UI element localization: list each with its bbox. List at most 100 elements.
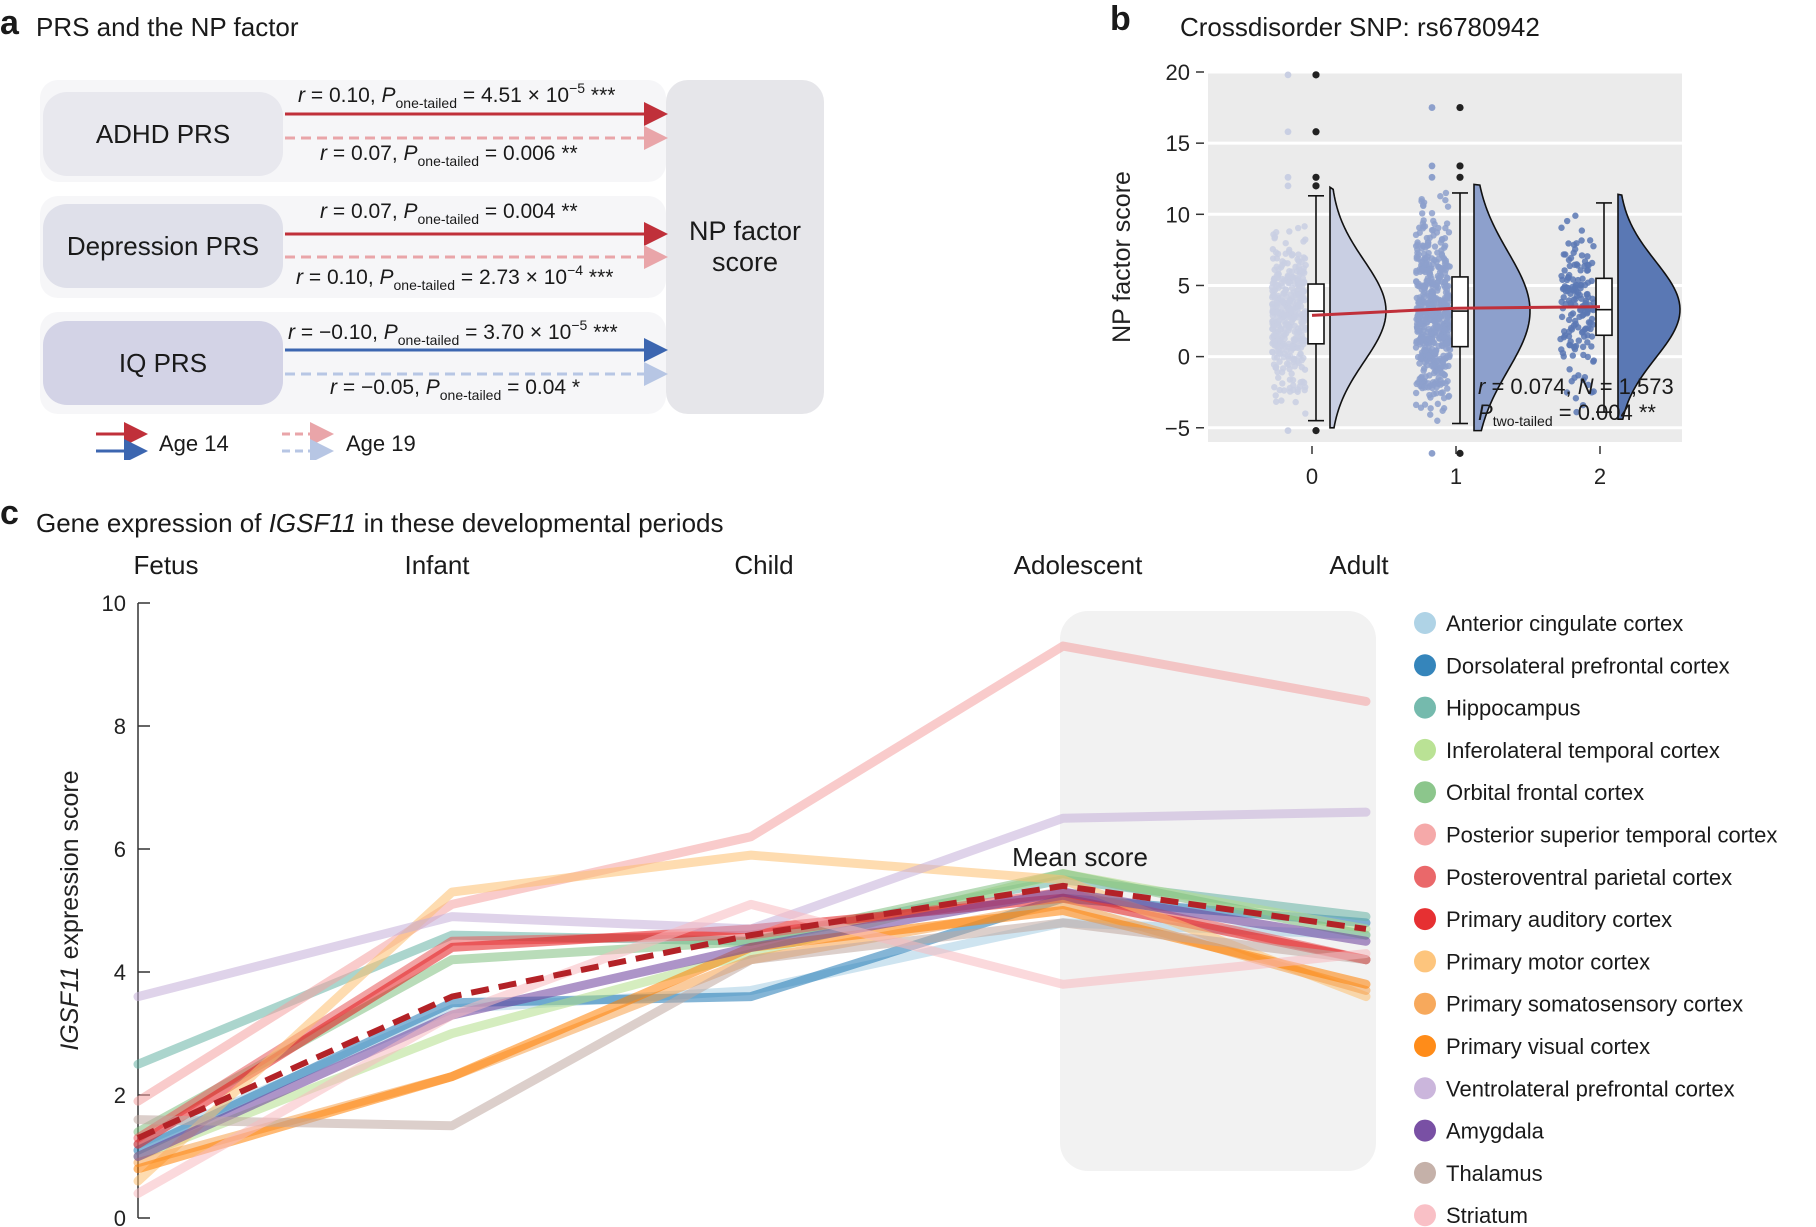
p-value: 4.51 × 10 (480, 84, 570, 107)
data-point (1279, 261, 1286, 269)
data-point (1563, 389, 1571, 396)
outlier-jitter (1284, 71, 1292, 79)
p-subscript: one-tailed (417, 153, 480, 169)
period-label: Fetus (133, 550, 198, 580)
period-label: Child (734, 550, 793, 580)
trend-line (1311, 305, 1601, 317)
period-label: Adult (1329, 550, 1389, 580)
data-point (1578, 227, 1586, 234)
data-point (1421, 250, 1428, 258)
data-point (1302, 410, 1309, 417)
data-point (1563, 217, 1571, 225)
p-subscript: one-tailed (417, 211, 480, 227)
r-value: −0.10 (318, 321, 373, 344)
legend-age19-label: Age 19 (346, 431, 416, 456)
data-point (1563, 284, 1571, 291)
p-value: 0.004 (1577, 400, 1633, 425)
series-line (133, 899, 1371, 1198)
outlier-point (1312, 173, 1320, 181)
data-point (1270, 276, 1278, 283)
data-point (1418, 245, 1425, 252)
data-point (1434, 417, 1441, 424)
data-point (1425, 352, 1432, 360)
data-point (1413, 267, 1420, 275)
data-point (1561, 267, 1568, 274)
r-symbol: r (288, 321, 295, 344)
data-point (1428, 280, 1436, 287)
data-point (1562, 300, 1569, 308)
data-point (1269, 325, 1276, 333)
data-point (1584, 339, 1591, 346)
data-point (1422, 347, 1429, 354)
data-point (1442, 196, 1449, 204)
data-point (1418, 282, 1426, 289)
data-point (1428, 311, 1435, 318)
p-subscript: one-tailed (397, 332, 460, 348)
data-point (1280, 330, 1288, 337)
data-point (1574, 276, 1582, 284)
data-point (1269, 348, 1276, 356)
data-point (1437, 364, 1444, 372)
data-point (1269, 308, 1276, 316)
data-point (1565, 240, 1572, 247)
data-point (1272, 398, 1280, 405)
adhd-age19-stat: r = 0.07, Pone-tailed = 0.006 ** (320, 142, 578, 169)
data-point (1423, 277, 1430, 285)
p-subscript: two-tailed (1492, 413, 1553, 429)
data-point (1442, 284, 1449, 291)
p-symbol: P (379, 266, 394, 289)
legend-label: Posterior superior temporal cortex (1446, 823, 1777, 848)
outlier-jitter (1284, 128, 1292, 136)
data-point (1428, 291, 1435, 299)
outlier-point (1456, 449, 1464, 457)
data-point (1582, 325, 1589, 332)
legend-label: Ventrolateral prefrontal cortex (1446, 1076, 1735, 1101)
data-point (1291, 337, 1298, 344)
data-point (1301, 337, 1309, 344)
y-tick-label: 6 (114, 837, 126, 862)
outlier-jitter (1284, 173, 1292, 181)
p-value: 3.70 × 10 (483, 321, 572, 344)
data-point (1419, 220, 1427, 227)
y-tick-label: 10 (102, 591, 126, 616)
data-point (1289, 251, 1296, 258)
data-point (1275, 321, 1282, 328)
data-point (1572, 395, 1580, 402)
outlier-jitter (1428, 104, 1436, 111)
legend-dot (1414, 696, 1436, 719)
significance-stars: *** (590, 84, 616, 107)
data-point (1444, 352, 1452, 359)
density-cloud (1329, 185, 1387, 429)
data-point (1274, 347, 1281, 355)
data-point (1425, 242, 1432, 249)
data-point (1444, 385, 1451, 392)
data-point (1279, 380, 1286, 387)
outlier-point (1312, 427, 1320, 435)
data-point (1584, 381, 1592, 389)
x-tick-label: 1 (1450, 464, 1462, 489)
data-point (1432, 347, 1439, 355)
data-point (1444, 275, 1451, 282)
y-tick-label: 2 (114, 1083, 126, 1108)
data-point (1278, 304, 1286, 311)
data-point (1440, 394, 1448, 402)
data-point (1282, 286, 1289, 293)
legend-label: Primary motor cortex (1446, 949, 1650, 974)
adhd-age14-stat: r = 0.10, Pone-tailed = 4.51 × 10−5 *** (298, 80, 616, 111)
data-point (1287, 307, 1295, 314)
data-point (1301, 366, 1309, 373)
panel-c-title-post: in these developmental periods (356, 508, 724, 538)
data-point (1441, 334, 1448, 342)
data-point (1436, 314, 1444, 321)
data-point (1270, 317, 1277, 324)
data-point (1412, 401, 1420, 409)
data-point (1420, 367, 1427, 374)
data-point (1278, 369, 1286, 376)
data-point (1425, 325, 1433, 333)
y-tick-label: 10 (1166, 202, 1190, 227)
iq-age19-stat: r = −0.05, Pone-tailed = 0.04 * (330, 376, 581, 403)
legend-dot (1414, 654, 1436, 677)
data-point (1445, 229, 1453, 236)
r-value: 0.07 (350, 142, 392, 165)
y-axis-label: NP factor score (1108, 171, 1136, 343)
